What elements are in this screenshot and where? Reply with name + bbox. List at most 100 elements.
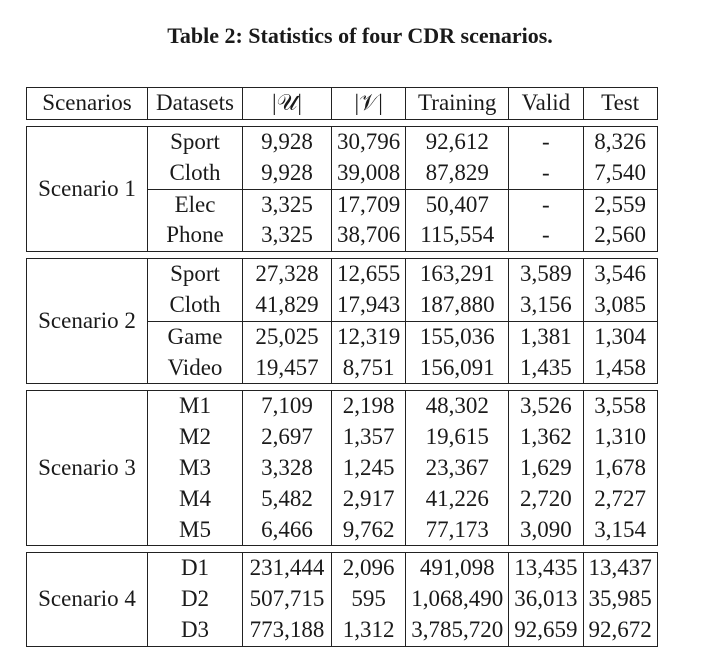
training-cell: 41,226 <box>405 483 510 515</box>
training-cell: 156,091 <box>405 352 510 385</box>
users-cell: 41,829 <box>242 289 332 322</box>
test-cell: 1,678 <box>582 452 658 484</box>
test-cell: 7,540 <box>582 157 658 190</box>
training-cell: 87,829 <box>405 157 510 190</box>
items-cell: 595 <box>330 584 407 615</box>
users-cell: 25,025 <box>242 320 332 353</box>
dataset-cell: Cloth <box>147 289 243 322</box>
items-cell: 2,096 <box>330 552 407 585</box>
test-cell: 2,560 <box>582 220 658 253</box>
items-cell: 1,245 <box>330 452 407 484</box>
test-cell: 35,985 <box>582 584 658 615</box>
valid-cell: 1,629 <box>508 452 584 484</box>
test-cell: 3,085 <box>582 289 658 322</box>
users-cell: 19,457 <box>242 352 332 385</box>
dataset-cell: Sport <box>147 125 243 158</box>
items-cell: 17,943 <box>330 289 407 322</box>
table-row: D2 507,715 595 1,068,490 36,013 35,985 <box>27 584 658 615</box>
users-cell: 507,715 <box>242 584 332 615</box>
test-cell: 3,546 <box>582 258 658 290</box>
dataset-cell: Cloth <box>147 157 243 190</box>
training-cell: 187,880 <box>405 289 510 322</box>
items-cell: 30,796 <box>330 125 407 158</box>
dataset-cell: Phone <box>147 220 243 253</box>
valid-cell: 2,720 <box>508 483 584 515</box>
table-row: Scenario 1 Sport 9,928 30,796 92,612 - 8… <box>26 125 658 253</box>
items-cell: 8,751 <box>330 352 407 385</box>
valid-cell: 1,362 <box>508 422 584 453</box>
items-cell: 9,762 <box>330 514 407 547</box>
training-cell: 92,612 <box>405 125 510 158</box>
table-row: M2 2,697 1,357 19,615 1,362 1,310 <box>27 422 658 453</box>
valid-cell: 13,435 <box>508 552 584 585</box>
training-cell: 23,367 <box>405 452 510 484</box>
users-cell: 773,188 <box>242 614 332 647</box>
header-valid: Valid <box>508 87 584 120</box>
test-cell: 3,558 <box>582 390 658 423</box>
users-cell: 7,109 <box>242 390 332 423</box>
test-cell: 1,310 <box>582 422 658 453</box>
table-row: M5 6,466 9,762 77,173 3,090 3,154 <box>27 514 658 547</box>
valid-cell: 3,526 <box>508 390 584 423</box>
table-row: Scenario 3 M1 7,109 2,198 48,302 3,526 3… <box>26 390 658 547</box>
valid-cell: 3,090 <box>508 514 584 547</box>
training-cell: 163,291 <box>405 258 510 290</box>
dataset-cell: D3 <box>147 614 243 647</box>
dataset-cell: Video <box>147 352 243 385</box>
users-cell: 3,325 <box>242 188 332 221</box>
scenario-label: Scenario 1 <box>26 125 148 253</box>
training-cell: 491,098 <box>405 552 510 585</box>
valid-cell: - <box>508 157 584 190</box>
table-row: Video 19,457 8,751 156,091 1,435 1,458 <box>27 352 658 385</box>
users-cell: 27,328 <box>242 258 332 290</box>
items-cell: 38,706 <box>330 220 407 253</box>
test-cell: 1,458 <box>582 352 658 385</box>
users-cell: 3,328 <box>242 452 332 484</box>
valid-cell: 1,435 <box>508 352 584 385</box>
training-cell: 155,036 <box>405 320 510 353</box>
dataset-cell: D2 <box>147 584 243 615</box>
scenario-label: Scenario 4 <box>26 552 148 647</box>
users-cell: 2,697 <box>242 422 332 453</box>
dataset-cell: Elec <box>147 188 243 221</box>
items-cell: 1,357 <box>330 422 407 453</box>
dataset-cell: M2 <box>147 422 243 453</box>
table-body: Scenario 1 Sport 9,928 30,796 92,612 - 8… <box>26 120 658 647</box>
training-cell: 77,173 <box>405 514 510 547</box>
items-cell: 12,319 <box>330 320 407 353</box>
users-cell: 9,928 <box>242 125 332 158</box>
table-row: Phone 3,325 38,706 115,554 - 2,560 <box>27 220 658 253</box>
users-cell: 3,325 <box>242 220 332 253</box>
table-row: Elec 3,325 17,709 50,407 - 2,559 <box>27 188 658 221</box>
users-cell: 9,928 <box>242 157 332 190</box>
test-cell: 13,437 <box>582 552 658 585</box>
header-training: Training <box>405 87 510 120</box>
test-cell: 3,154 <box>582 514 658 547</box>
valid-cell: 3,156 <box>508 289 584 322</box>
training-cell: 48,302 <box>405 390 510 423</box>
scenario-label: Scenario 2 <box>26 258 148 385</box>
header-items: |𝒱| <box>330 87 407 120</box>
dataset-cell: M3 <box>147 452 243 484</box>
users-cell: 5,482 <box>242 483 332 515</box>
items-cell: 12,655 <box>330 258 407 290</box>
items-cell: 39,008 <box>330 157 407 190</box>
test-cell: 92,672 <box>582 614 658 647</box>
table-row: Cloth 41,829 17,943 187,880 3,156 3,085 <box>27 289 658 322</box>
training-cell: 1,068,490 <box>405 584 510 615</box>
dataset-cell: M5 <box>147 514 243 547</box>
users-cell: 231,444 <box>242 552 332 585</box>
test-cell: 8,326 <box>582 125 658 158</box>
dataset-cell: Sport <box>147 258 243 290</box>
dataset-cell: M1 <box>147 390 243 423</box>
table-row: Scenario 2 Sport 27,328 12,655 163,291 3… <box>26 258 658 385</box>
test-cell: 1,304 <box>582 320 658 353</box>
training-cell: 19,615 <box>405 422 510 453</box>
valid-cell: 36,013 <box>508 584 584 615</box>
header-test: Test <box>582 87 658 120</box>
users-cell: 6,466 <box>242 514 332 547</box>
table-caption: Table 2: Statistics of four CDR scenario… <box>167 23 553 48</box>
header-users: |𝒰| <box>242 87 332 120</box>
table-row: Cloth 9,928 39,008 87,829 - 7,540 <box>27 157 658 190</box>
statistics-table: Scenarios Datasets |𝒰| |𝒱| Training Vali… <box>26 87 658 647</box>
